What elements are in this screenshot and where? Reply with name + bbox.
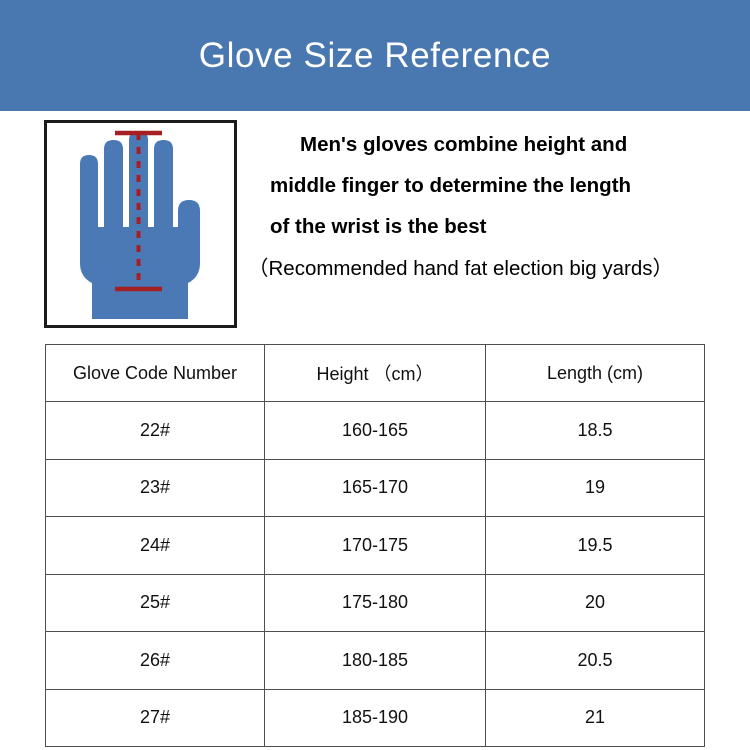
table-row: 27# 185-190 21 — [45, 688, 705, 747]
cell-length: 21 — [485, 688, 705, 747]
hand-diagram-frame — [44, 120, 237, 328]
cell-length: 20.5 — [485, 631, 705, 690]
table-row: 26# 180-185 20.5 — [45, 631, 705, 690]
table-row: 25# 175-180 20 — [45, 573, 705, 632]
intro-line-3: of the wrist is the best — [270, 215, 487, 238]
cell-height: 170-175 — [264, 516, 486, 575]
glove-size-table: Glove Code Number Height （cm） Length (cm… — [45, 344, 705, 747]
header-height: Height （cm） — [264, 344, 486, 402]
table-header-row: Glove Code Number Height （cm） Length (cm… — [45, 344, 705, 402]
cell-length: 19.5 — [485, 516, 705, 575]
cell-height: 175-180 — [264, 573, 486, 632]
intro-note: （Recommended hand fat election big yards… — [248, 257, 674, 280]
cell-glove-code: 23# — [45, 458, 265, 517]
cell-length: 19 — [485, 458, 705, 517]
table-row: 22# 160-165 18.5 — [45, 401, 705, 460]
intro-line-1: Men's gloves combine height and — [300, 133, 628, 156]
intro-line-2: middle finger to determine the length — [270, 174, 632, 197]
cell-glove-code: 25# — [45, 573, 265, 632]
cell-glove-code: 24# — [45, 516, 265, 575]
table-body: 22# 160-165 18.5 23# 165-170 19 24# 170-… — [45, 401, 705, 747]
header-glove-code: Glove Code Number — [45, 344, 265, 402]
cell-glove-code: 22# — [45, 401, 265, 460]
cell-glove-code: 26# — [45, 631, 265, 690]
measure-line — [115, 130, 162, 292]
page-header-banner: Glove Size Reference — [0, 0, 750, 111]
cell-length: 20 — [485, 573, 705, 632]
hand-measurement-diagram — [80, 130, 200, 319]
header-length: Length (cm) — [485, 344, 705, 402]
page-title: Glove Size Reference — [198, 36, 552, 75]
cell-length: 18.5 — [485, 401, 705, 460]
cell-height: 180-185 — [264, 631, 486, 690]
table-row: 23# 165-170 19 — [45, 458, 705, 517]
cell-height: 185-190 — [264, 688, 486, 747]
cell-height: 165-170 — [264, 458, 486, 517]
table-row: 24# 170-175 19.5 — [45, 516, 705, 575]
intro-section: Men's gloves combine height and middle f… — [0, 111, 750, 342]
cell-glove-code: 27# — [45, 688, 265, 747]
intro-text-block: Men's gloves combine height and middle f… — [248, 117, 744, 332]
cell-height: 160-165 — [264, 401, 486, 460]
